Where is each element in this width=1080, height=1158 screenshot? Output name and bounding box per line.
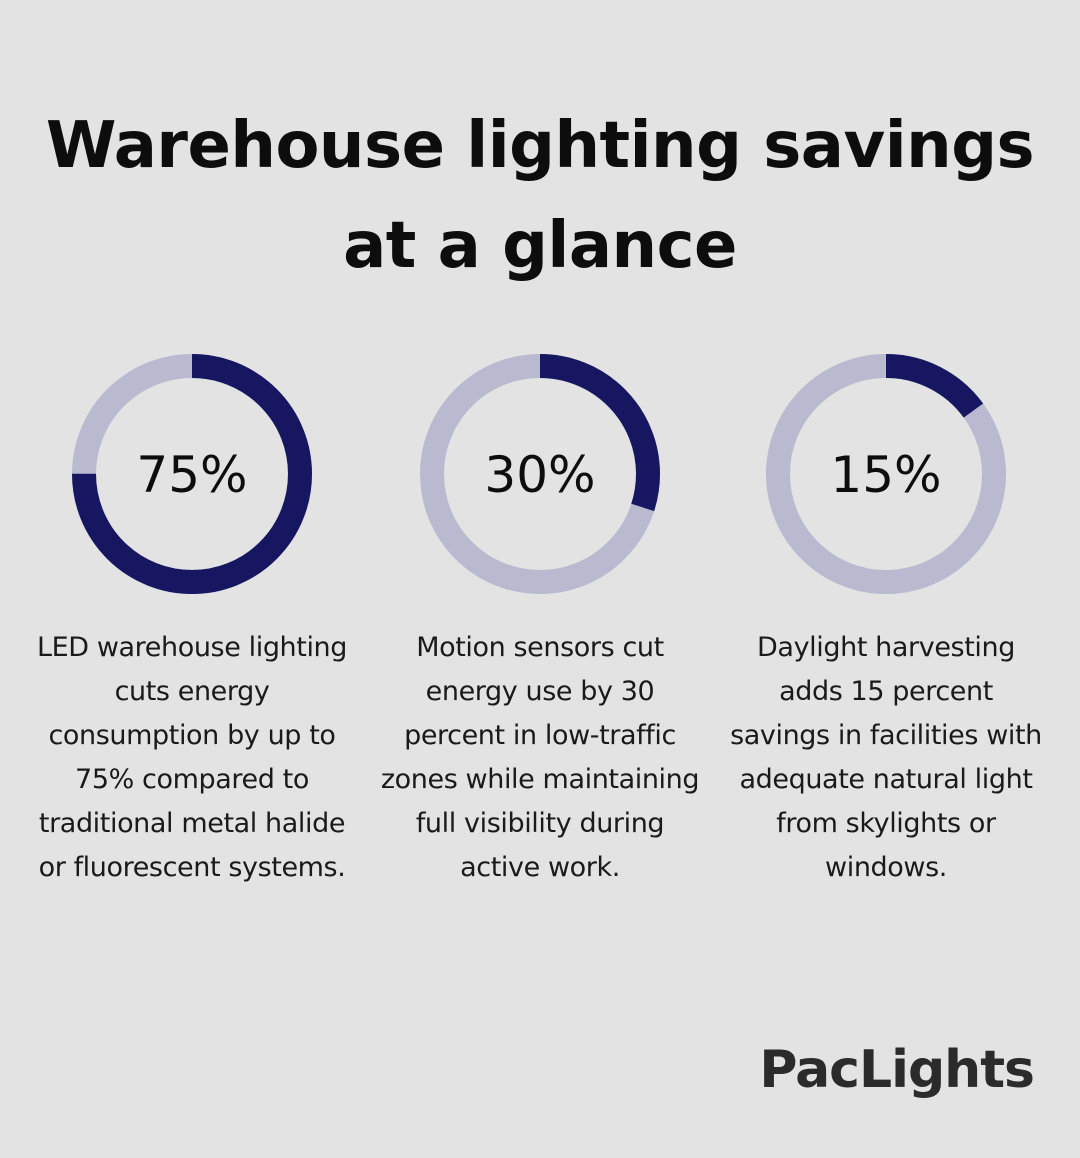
title-line-2: at a glance — [343, 209, 737, 283]
stat-description-daylight: Daylight harvesting adds 15 percent savi… — [730, 632, 1042, 883]
donut-arc-motion — [420, 354, 660, 594]
donut-chart-motion: 30% — [420, 354, 660, 594]
stat-card-motion: 30% Motion sensors cut energy use by 30 … — [380, 352, 700, 890]
donut-value-daylight: 15% — [830, 446, 941, 504]
donut-value-motion: 30% — [484, 446, 595, 504]
donut-chart-led: 75% — [72, 354, 312, 594]
stat-description-motion: Motion sensors cut energy use by 30 perc… — [380, 632, 700, 883]
donut-chart-daylight: 15% — [766, 354, 1006, 594]
stat-card-led: 75% LED warehouse lighting cuts energy c… — [32, 352, 352, 890]
donut-value-led: 75% — [136, 446, 247, 504]
page-title: Warehouse lighting savings at a glance — [0, 96, 1080, 296]
title-line-1: Warehouse lighting savings — [45, 109, 1035, 183]
stat-description-led: LED warehouse lighting cuts energy consu… — [36, 632, 348, 883]
donut-arc-daylight — [766, 354, 1006, 594]
stat-card-daylight: 15% Daylight harvesting adds 15 percent … — [726, 352, 1046, 890]
paclights-logo: PacLights — [759, 1040, 1035, 1100]
donut-arc-led — [72, 354, 312, 594]
